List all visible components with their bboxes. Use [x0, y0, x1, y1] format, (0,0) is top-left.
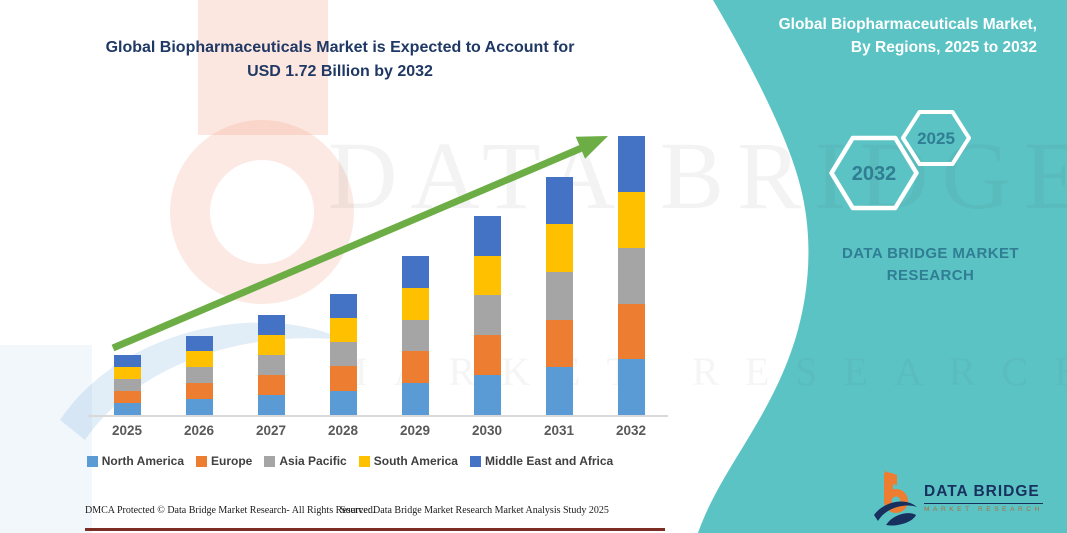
bar-segment-2030-north-america — [473, 375, 501, 415]
x-axis-line — [88, 415, 668, 417]
bar-segment-2026-north-america — [185, 399, 213, 415]
x-axis-label-2029: 2029 — [399, 423, 431, 438]
dmca-notice: DMCA Protected © Data Bridge Market Rese… — [85, 505, 376, 516]
bar-segment-2030-middle-east-and-africa — [473, 215, 501, 256]
bar-segment-2026-middle-east-and-africa — [185, 335, 213, 352]
legend-swatch-icon — [86, 455, 98, 467]
x-axis-label-2025: 2025 — [111, 423, 143, 438]
x-axis-label-2031: 2031 — [543, 423, 575, 438]
bar-segment-2028-south-america — [329, 317, 357, 343]
x-axis-label-2027: 2027 — [255, 423, 287, 438]
bar-segment-2029-europe — [401, 351, 429, 384]
bar-segment-2026-europe — [185, 383, 213, 400]
bar-segment-2030-asia-pacific — [473, 295, 501, 336]
hexagon-2032-label: 2032 — [852, 163, 897, 185]
company-logo-subtext: MARKET RESEARCH — [924, 506, 1043, 513]
company-logo-name: DATA BRIDGE — [924, 483, 1040, 500]
bar-segment-2026-asia-pacific — [185, 367, 213, 384]
bar-segment-2027-europe — [257, 374, 285, 395]
bar-segment-2029-asia-pacific — [401, 319, 429, 352]
chart-legend: North America Europe Asia Pacific South Ame… — [60, 454, 640, 468]
bar-segment-2028-europe — [329, 366, 357, 391]
panel-heading-line1: Global Biopharmaceuticals Market, — [778, 16, 1037, 33]
chart-title-line2: USD 1.72 Billion by 2032 — [247, 63, 433, 80]
company-logo-text: DATA BRIDGE MARKET RESEARCH — [924, 483, 1043, 513]
bar-segment-2029-south-america — [401, 287, 429, 320]
legend-swatch-icon — [358, 455, 370, 467]
bar-segment-2032-europe — [617, 303, 645, 360]
bar-segment-2027-north-america — [257, 394, 285, 415]
x-axis-label-2030: 2030 — [471, 423, 503, 438]
panel-heading: Global Biopharmaceuticals Market, By Reg… — [707, 13, 1037, 60]
bar-segment-2026-south-america — [185, 351, 213, 368]
panel-brand-line2: RESEARCH — [886, 266, 975, 284]
bar-segment-2028-asia-pacific — [329, 342, 357, 367]
bottom-rule — [85, 528, 665, 531]
x-axis-label-2026: 2026 — [183, 423, 215, 438]
chart-title: Global Biopharmaceuticals Market is Expe… — [70, 36, 610, 84]
company-logo-icon — [874, 471, 917, 526]
legend-swatch-icon — [196, 455, 208, 467]
bar-segment-2030-europe — [473, 335, 501, 376]
source-note: Source: Data Bridge Market Research Mark… — [340, 505, 609, 516]
bar-segment-2031-south-america — [545, 224, 573, 273]
bar-segment-2025-south-america — [113, 367, 141, 380]
legend-label: South America — [373, 454, 458, 468]
x-axis-label-2032: 2032 — [615, 423, 647, 438]
bar-segment-2028-middle-east-and-africa — [329, 293, 357, 318]
bar-segment-2032-asia-pacific — [617, 247, 645, 304]
bar-segment-2029-north-america — [401, 383, 429, 415]
hexagon-2025-label: 2025 — [917, 129, 955, 148]
legend-label: Middle East and Africa — [484, 454, 614, 468]
bar-segment-2025-middle-east-and-africa — [113, 355, 141, 368]
bar-segment-2031-north-america — [545, 367, 573, 415]
bar-segment-2032-south-america — [617, 192, 645, 248]
bar-segment-2027-south-america — [257, 334, 285, 355]
bar-segment-2025-europe — [113, 391, 141, 403]
bar-segment-2025-north-america — [113, 403, 141, 415]
bar-segment-2031-middle-east-and-africa — [545, 176, 573, 225]
bar-segment-2025-asia-pacific — [113, 379, 141, 392]
legend-item-middle-east-and-africa: Middle East and Africa — [469, 454, 614, 468]
x-axis-label-2028: 2028 — [327, 423, 359, 438]
bar-segment-2029-middle-east-and-africa — [401, 256, 429, 288]
bar-segment-2027-middle-east-and-africa — [257, 314, 285, 335]
bar-segment-2032-north-america — [617, 359, 645, 415]
legend-swatch-icon — [469, 455, 481, 467]
legend-label: Asia Pacific — [279, 454, 347, 468]
forecast-hexagons: 2032 2025 — [829, 110, 971, 211]
hexagon-2032-outline — [829, 135, 919, 211]
panel-brand-line1: DATA BRIDGE MARKET — [842, 245, 1019, 262]
legend-label: Europe — [211, 454, 253, 468]
company-logo-rule — [924, 503, 1043, 504]
panel-brand-text: DATA BRIDGE MARKET RESEARCH — [828, 243, 1033, 287]
bar-segment-2031-europe — [545, 319, 573, 368]
chart-title-line1: Global Biopharmaceuticals Market is Expe… — [105, 39, 575, 56]
hexagon-2025-outline — [901, 110, 971, 166]
panel-heading-line2: By Regions, 2025 to 2032 — [850, 39, 1037, 57]
legend-swatch-icon — [264, 455, 276, 467]
legend-item-south-america: South America — [358, 454, 458, 468]
bar-segment-2027-asia-pacific — [257, 354, 285, 375]
bar-segment-2031-asia-pacific — [545, 272, 573, 320]
bar-segment-2032-middle-east-and-africa — [617, 136, 645, 193]
company-logo: DATA BRIDGE MARKET RESEARCH — [872, 467, 1043, 529]
legend-item-europe: Europe — [196, 454, 252, 468]
watermark-text-line2: MARKET RESEARCH — [332, 349, 1067, 394]
legend-item-north-america: North America — [86, 454, 185, 468]
bar-segment-2030-south-america — [473, 255, 501, 296]
legend-label: North America — [101, 454, 185, 468]
legend-item-asia-pacific: Asia Pacific — [264, 454, 347, 468]
bar-segment-2028-north-america — [329, 390, 357, 415]
